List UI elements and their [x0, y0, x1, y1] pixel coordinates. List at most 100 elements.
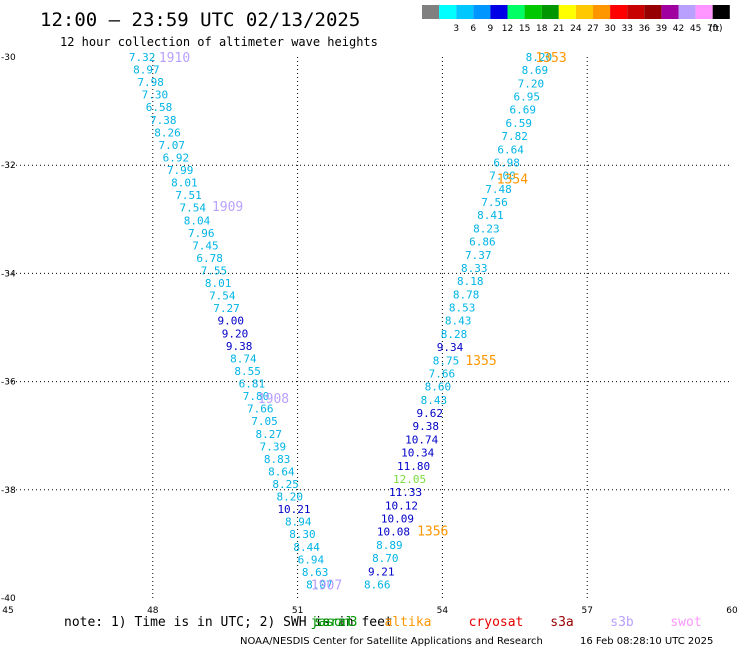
wave-height-value: 8.63 — [302, 566, 329, 579]
wave-height-value: 7.32 — [129, 51, 156, 64]
wave-height-value: 8.66 — [364, 578, 391, 591]
wave-height-value: 8.55 — [234, 365, 261, 378]
wave-height-value: 8.23 — [473, 222, 500, 235]
axis-ticks: 45 48 51 54 57 60 -30 -32 -34 -36 -38 -40 — [1, 53, 738, 616]
wave-height-value: 7.80 — [243, 390, 270, 403]
wave-height-value: 8.41 — [477, 209, 504, 222]
x-tick-label: 48 — [147, 606, 159, 616]
wave-height-value: 6.78 — [196, 252, 223, 265]
wave-height-value: 7.00 — [489, 170, 516, 183]
wave-height-value: 7.05 — [251, 415, 278, 428]
y-tick-label: -32 — [1, 161, 16, 171]
wave-height-value: 8.69 — [522, 64, 549, 77]
legend-label: 45 — [690, 24, 701, 34]
legend-label: 36 — [639, 24, 651, 34]
legend-swatch — [558, 5, 576, 19]
pass-number-label: 1354 — [497, 173, 528, 188]
legend-swatch — [439, 5, 457, 19]
wave-height-value: 11.33 — [389, 486, 422, 499]
pass-number-label: 1908 — [258, 392, 289, 407]
wave-height-value: 10.12 — [385, 499, 418, 512]
legend-label: 30 — [604, 24, 616, 34]
legend-label: 6 — [470, 24, 476, 34]
y-tick-label: -30 — [1, 53, 16, 63]
wave-height-value: 10.74 — [405, 433, 438, 446]
wave-height-value: 8.43 — [445, 315, 472, 328]
wave-height-value: 7.82 — [501, 130, 528, 143]
legend-swatch — [541, 5, 559, 19]
wave-height-value: 7.96 — [188, 227, 215, 240]
chart-title: 12:00 — 23:59 UTC 02/13/2025 — [40, 9, 360, 31]
satellite-name: swot — [670, 615, 701, 630]
y-tick-label: -40 — [1, 594, 16, 604]
grid — [8, 57, 732, 598]
wave-height-value: 6.58 — [146, 101, 173, 114]
wave-height-value: 7.38 — [150, 114, 177, 127]
wave-height-value: 7.56 — [481, 196, 508, 209]
legend-swatch — [507, 5, 525, 19]
satellite-name: cryosat — [469, 615, 524, 630]
wave-height-value: 9.62 — [417, 407, 444, 420]
x-tick-label: 54 — [437, 606, 449, 616]
wave-height-value: 8.01 — [171, 177, 198, 190]
footer-note: note: 1) Time is in UTC; 2) SWH is in fe… — [64, 615, 393, 630]
wave-height-value: 7.54 — [180, 202, 207, 215]
wave-height-value: 8.30 — [289, 528, 316, 541]
y-tick-label: -34 — [1, 269, 16, 279]
wave-height-value: 6.81 — [239, 378, 266, 391]
legend-swatch — [610, 5, 628, 19]
wave-height-value: 10.09 — [381, 513, 414, 526]
y-tick-label: -38 — [1, 486, 16, 496]
wave-height-value: 8.07 — [306, 578, 333, 591]
satellite-name: s3b — [610, 615, 634, 630]
wave-height-value: 8.83 — [264, 453, 291, 466]
wave-height-value: 6.95 — [514, 91, 541, 104]
wave-height-value: 7.99 — [167, 164, 194, 177]
x-tick-label: 57 — [581, 606, 592, 616]
wave-height-value: 9.34 — [437, 341, 464, 354]
wave-height-value: 7.51 — [175, 189, 202, 202]
wave-height-value: 8.53 — [449, 302, 476, 315]
wave-height-value: 8.75 — [433, 354, 460, 367]
legend-swatch — [661, 5, 679, 19]
pass-number-label: 1907 — [311, 578, 342, 593]
wave-height-value: 6.86 — [469, 236, 496, 249]
legend-swatch — [456, 5, 474, 19]
wave-height-value: 8.26 — [154, 126, 181, 139]
wave-height-value: 9.00 — [218, 315, 245, 328]
wave-height-value: 7.66 — [429, 367, 456, 380]
wave-height-value: 10.34 — [401, 447, 434, 460]
wave-height-value: 6.98 — [493, 156, 520, 169]
legend-label: 15 — [519, 24, 530, 34]
wave-height-value: 6.64 — [497, 143, 524, 156]
wave-height-value: 8.74 — [230, 352, 257, 365]
wave-height-value: 8.44 — [293, 541, 320, 554]
wave-height-value: 8.01 — [205, 277, 232, 290]
pass-number-label: 1909 — [212, 200, 243, 215]
data-points: 7.328.977.987.306.587.388.267.076.927.99… — [129, 51, 552, 591]
legend-label: 3 — [453, 24, 459, 34]
wave-height-value: 6.59 — [505, 117, 532, 130]
wave-height-value: 11.80 — [397, 460, 430, 473]
wave-height-value: 8.60 — [425, 381, 452, 394]
wave-height-value: 10.08 — [377, 526, 410, 539]
wave-height-value: 8.25 — [272, 478, 299, 491]
wave-height-value: 8.04 — [184, 214, 211, 227]
pass-labels: 1910 1909 1908 1907 1353 1354 1355 1356 — [159, 51, 567, 593]
legend-swatch — [678, 5, 696, 19]
wave-height-value: 8.27 — [255, 428, 282, 441]
satellite-name: s3a — [550, 615, 573, 630]
wave-height-value: 7.54 — [209, 290, 236, 303]
legend-swatch — [473, 5, 491, 19]
wave-height-value: 8.18 — [457, 275, 484, 288]
wave-height-value: 8.78 — [453, 288, 480, 301]
wave-height-value: 12.05 — [393, 473, 426, 486]
pass-number-label: 1355 — [465, 354, 496, 369]
wave-height-value: 8.70 — [372, 552, 399, 565]
wave-height-value: 7.48 — [485, 183, 512, 196]
wave-height-value: 8.94 — [285, 516, 312, 529]
wave-height-value: 9.21 — [368, 565, 395, 578]
wave-height-value: 7.39 — [260, 440, 287, 453]
x-tick-label: 60 — [726, 606, 738, 616]
